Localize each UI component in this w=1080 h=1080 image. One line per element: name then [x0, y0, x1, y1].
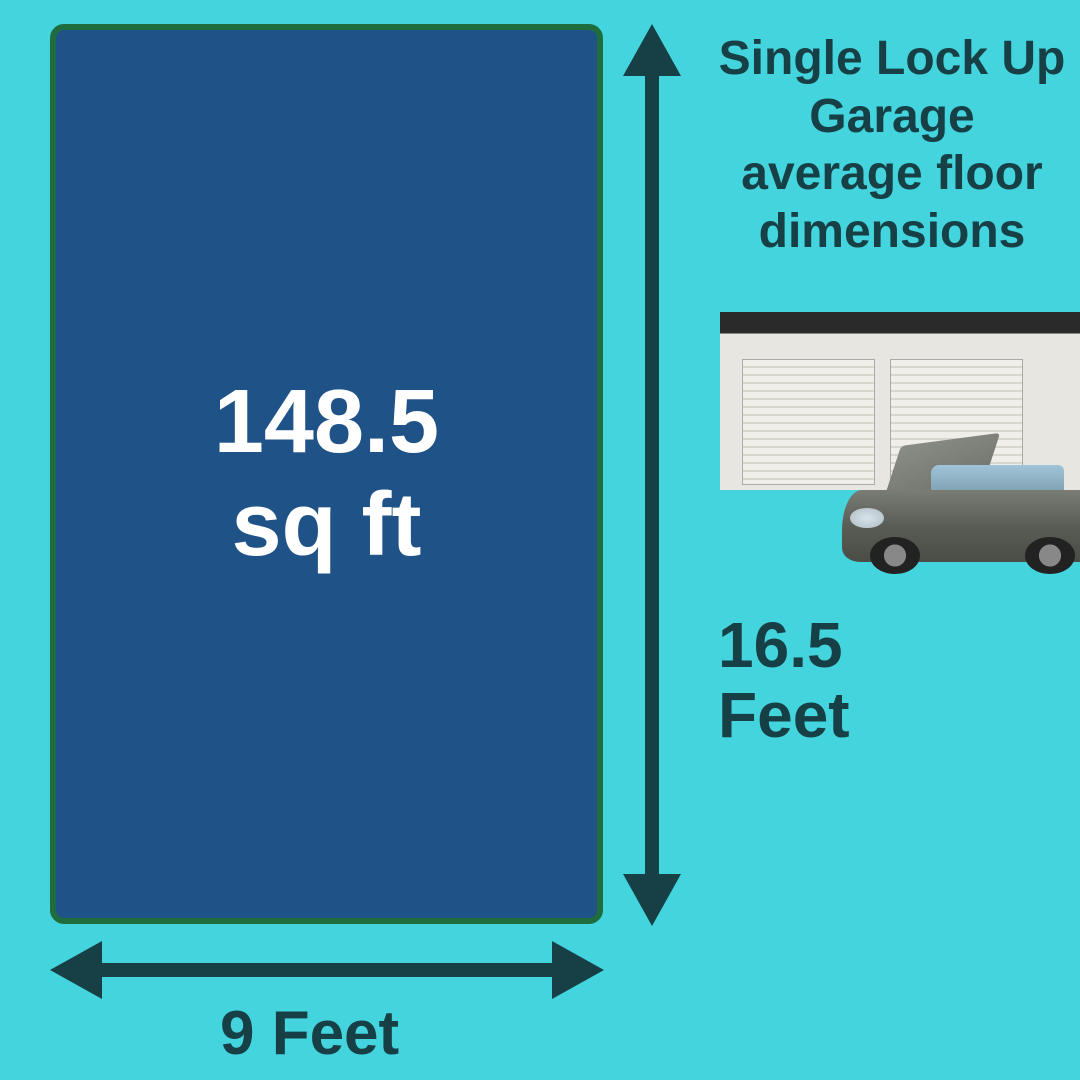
car-wheel-rear: [1025, 537, 1075, 574]
height-dimension-label: 16.5 Feet: [718, 610, 850, 751]
area-value: 148.5: [214, 372, 439, 472]
height-value: 16.5: [718, 609, 843, 681]
infographic-canvas: 148.5 sq ft Single Lock Up Garage averag…: [0, 0, 1080, 1080]
floor-area-text: 148.5 sq ft: [214, 371, 439, 578]
floor-area-rectangle: 148.5 sq ft: [50, 24, 603, 924]
garage-illustration: [720, 312, 1080, 574]
title-line-4: dimensions: [759, 205, 1026, 258]
horizontal-dimension-arrow: [50, 941, 604, 999]
infographic-title: Single Lock Up Garage average floor dime…: [712, 30, 1072, 260]
garage-with-car-photo: [720, 312, 1080, 574]
car-headlight-shape: [850, 508, 883, 528]
car-wheel-front: [870, 537, 920, 574]
car-illustration: [842, 430, 1080, 574]
title-line-1: Single Lock Up: [719, 32, 1066, 85]
title-line-2: Garage: [809, 90, 974, 143]
height-unit: Feet: [718, 679, 850, 751]
vertical-dimension-arrow: [623, 24, 681, 926]
area-unit: sq ft: [232, 475, 422, 575]
title-line-3: average floor: [741, 147, 1042, 200]
width-dimension-label: 9 Feet: [220, 1000, 399, 1068]
width-value: 9 Feet: [220, 999, 399, 1068]
